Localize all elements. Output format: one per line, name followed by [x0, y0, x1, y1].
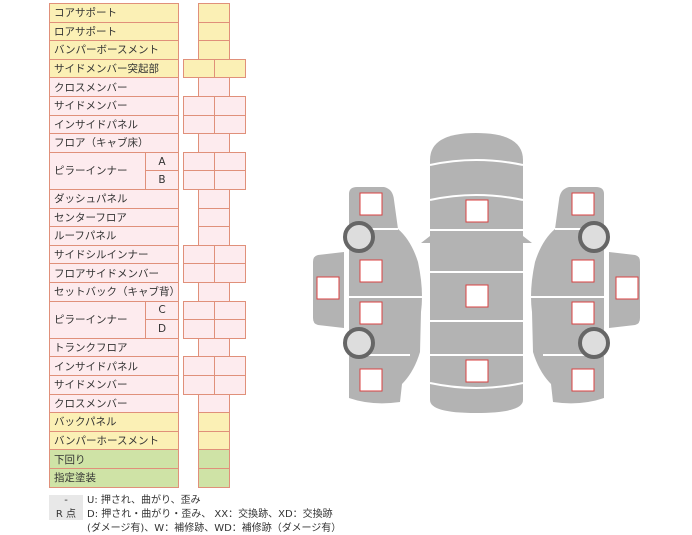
row-label: フロア（キャブ床） — [49, 133, 179, 153]
damage-marker[interactable] — [571, 259, 595, 283]
damage-marker[interactable] — [465, 359, 489, 383]
legend-row-1: - U: 押され、曲がり、歪み — [49, 491, 201, 506]
row-label: サイドシルインナー — [49, 244, 179, 265]
check-cell-right[interactable] — [214, 114, 246, 135]
row-label: バンパーボースメント — [49, 40, 179, 60]
row-label: クロスメンバー — [49, 393, 179, 414]
damage-marker[interactable] — [359, 192, 383, 216]
wheel-icon — [343, 221, 375, 253]
legend-row-2: R 点 D: 押され・曲がり・歪み、 XX：交換跡、XD：交換跡 — [49, 505, 333, 520]
wheel-icon — [343, 327, 375, 359]
row-label: バックパネル — [49, 412, 179, 432]
row-label: センターフロア — [49, 207, 179, 228]
damage-marker[interactable] — [571, 301, 595, 325]
damage-marker[interactable] — [615, 276, 639, 300]
row-label: 指定塗装 — [49, 468, 179, 488]
damage-marker[interactable] — [465, 284, 489, 308]
check-cell[interactable] — [198, 468, 230, 488]
damage-marker[interactable] — [571, 368, 595, 392]
check-cell-right[interactable] — [214, 170, 246, 190]
legend-row-3: (ダメージ有)、W：補修跡、WD：補修跡（ダメージ有） — [87, 523, 342, 534]
damage-marker[interactable] — [316, 276, 340, 300]
damage-marker[interactable] — [359, 259, 383, 283]
row-label: インサイドパネル — [49, 114, 179, 135]
row-label: クロスメンバー — [49, 77, 179, 97]
row-sub-label: C — [145, 300, 179, 321]
check-cell-right[interactable] — [214, 58, 246, 79]
check-cell-right[interactable] — [214, 319, 246, 339]
damage-marker[interactable] — [359, 301, 383, 325]
car-side-left — [313, 187, 423, 404]
row-label: サイドメンバー突起部 — [49, 58, 179, 79]
row-label: バンパーホースメント — [49, 430, 179, 451]
row-label: フロアサイドメンバー — [49, 263, 179, 283]
check-cell-right[interactable] — [214, 263, 246, 283]
row-label: サイドメンバー — [49, 96, 179, 116]
damage-marker[interactable] — [359, 368, 383, 392]
damage-marker[interactable] — [571, 192, 595, 216]
car-top — [421, 133, 532, 413]
row-sub-label: A — [145, 151, 179, 172]
check-cell-right[interactable] — [214, 375, 246, 395]
damage-marker[interactable] — [465, 199, 489, 223]
